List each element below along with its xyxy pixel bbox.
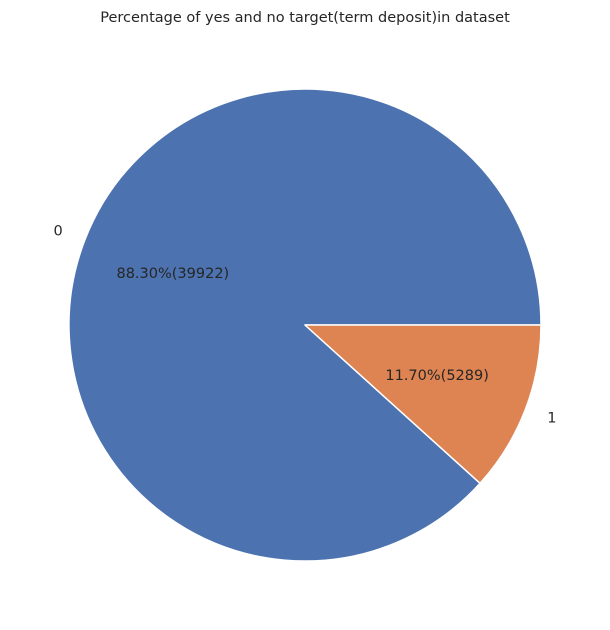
percent-label-0: 88.30%(39922) — [116, 266, 229, 282]
category-label-0: 0 — [54, 224, 63, 240]
pie-slice-1 — [304, 324, 542, 485]
category-label-1: 1 — [547, 410, 556, 426]
pie-slices — [68, 88, 542, 562]
pie-labels: 0 88.30%(39922) 1 11.70%(5289) — [54, 224, 557, 427]
chart-title: Percentage of yes and no target(term dep… — [100, 10, 510, 26]
percent-label-1: 11.70%(5289) — [385, 368, 489, 384]
